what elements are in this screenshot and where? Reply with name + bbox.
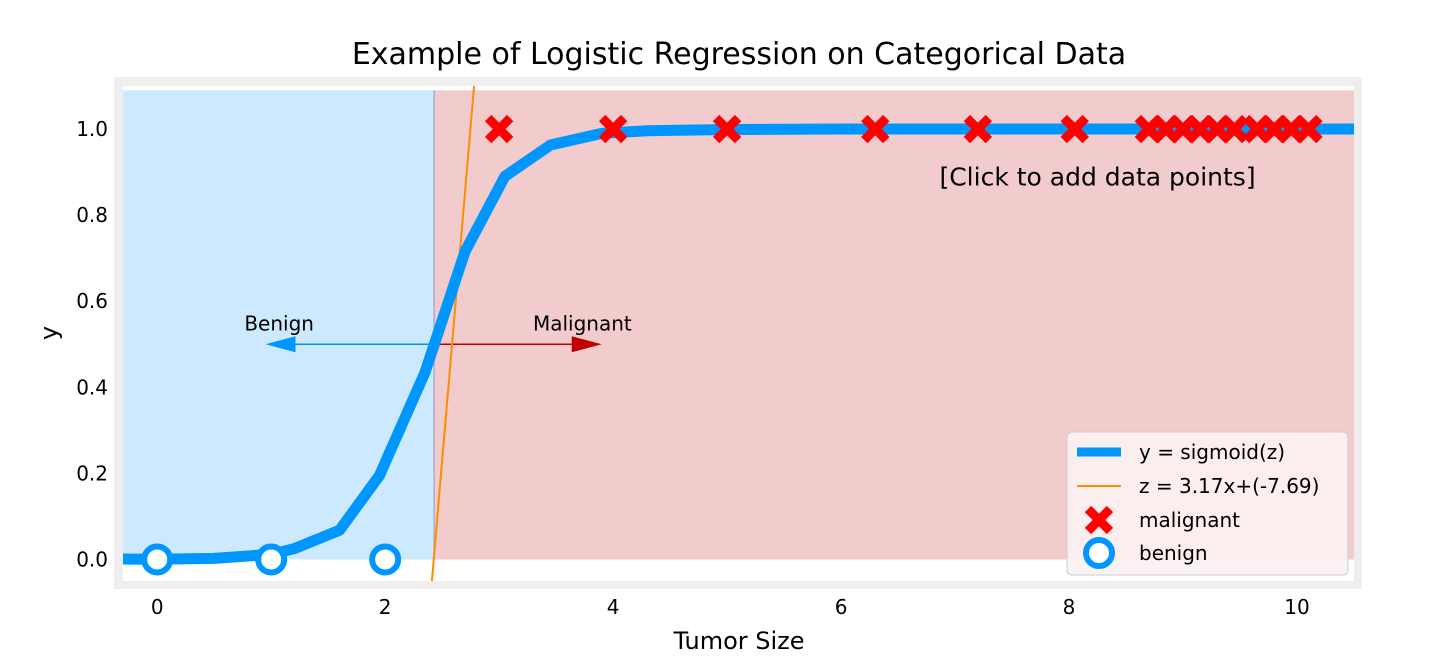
y-tick-label: 0.6 (76, 289, 108, 313)
y-tick-label: 0.0 (76, 547, 108, 571)
y-tick-label: 1.0 (76, 117, 108, 141)
malignant-point[interactable] (1294, 114, 1323, 144)
x-tick-label: 8 (1063, 595, 1076, 619)
y-axis-label: y (35, 326, 63, 340)
legend-box (1066, 431, 1349, 576)
legend: y = sigmoid(z) z = 3.17x+(-7.69) malignant… (1066, 431, 1349, 576)
malignant-arrow-head (571, 336, 602, 353)
z-linear-line (430, 85, 476, 582)
malignant-point[interactable] (712, 114, 742, 144)
legend-benign: benign (1139, 541, 1208, 565)
benign-point[interactable] (255, 543, 288, 576)
malignant-point[interactable] (484, 114, 514, 144)
malignant-annotation: Malignant (533, 311, 632, 335)
malignant-point[interactable] (598, 114, 628, 144)
legend-benign-marker (1083, 537, 1115, 569)
legend-z-line: z = 3.17x+(-7.69) (1139, 474, 1319, 498)
x-tick-label: 10 (1284, 595, 1309, 619)
benign-arrow-head (265, 336, 296, 353)
legend-sigmoid: y = sigmoid(z) (1139, 440, 1285, 464)
y-tick-label: 0.4 (76, 375, 108, 399)
y-tick-label: 0.2 (76, 461, 108, 485)
benign-annotation: Benign (244, 311, 314, 335)
malignant-point[interactable] (1060, 114, 1089, 144)
legend-malignant: malignant (1139, 508, 1240, 532)
legend-malignant-marker (1084, 505, 1114, 535)
x-tick-label: 0 (151, 595, 164, 619)
x-tick-label: 6 (835, 595, 848, 619)
malignant-point[interactable] (1220, 114, 1249, 144)
malignant-point[interactable] (861, 114, 890, 144)
click-hint-annotation: [Click to add data points] (939, 162, 1255, 191)
benign-point[interactable] (141, 543, 174, 576)
region-benign (123, 90, 435, 560)
x-tick-label: 2 (379, 595, 392, 619)
chart-title: Example of Logistic Regression on Catego… (352, 37, 1126, 72)
x-tick-label: 4 (607, 595, 620, 619)
malignant-point[interactable] (963, 114, 993, 144)
x-axis-label: Tumor Size (672, 627, 804, 655)
benign-point[interactable] (369, 543, 402, 576)
y-tick-label: 0.8 (76, 203, 108, 227)
